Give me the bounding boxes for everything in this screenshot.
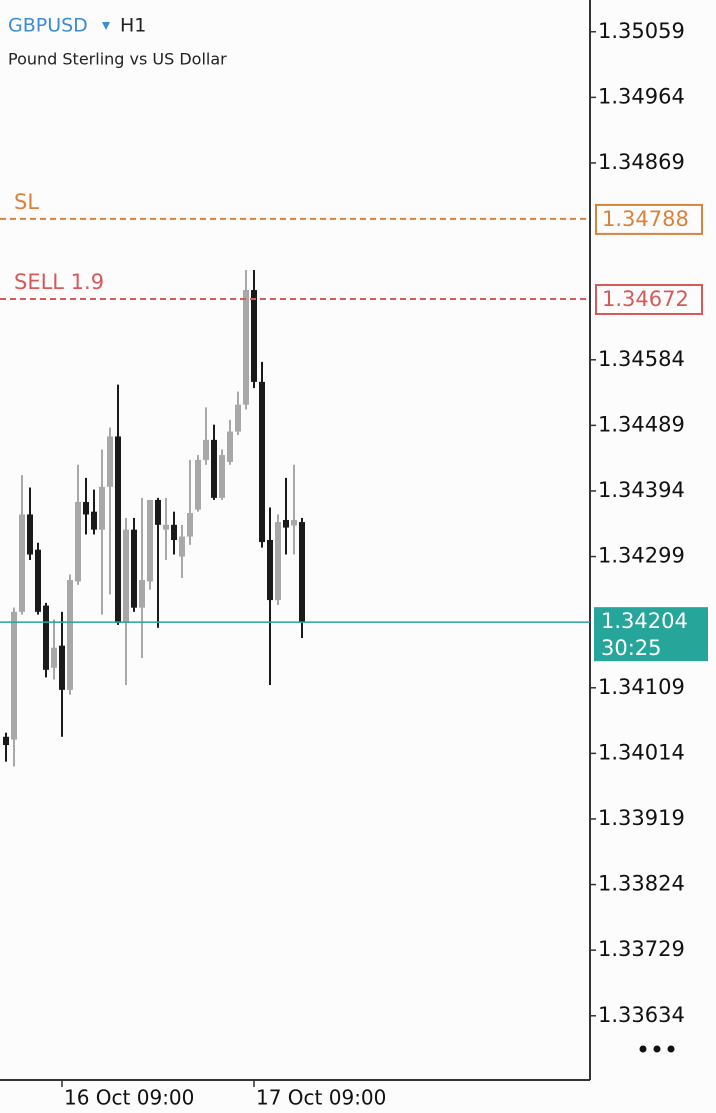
candle-body — [19, 514, 25, 612]
menu-dot[interactable] — [667, 1045, 675, 1053]
candle-body — [99, 486, 105, 530]
candle-body — [3, 736, 9, 746]
candle-body — [195, 459, 201, 510]
countdown: 30:25 — [601, 636, 662, 660]
candle-body — [123, 529, 129, 623]
candle-body — [171, 524, 177, 540]
y-tick-label: 1.34584 — [598, 347, 685, 371]
candle-body — [211, 439, 217, 498]
candle-body — [243, 290, 249, 405]
candle-body — [91, 511, 97, 530]
candle-body — [275, 522, 281, 601]
order-price-label: 1.34672 — [602, 287, 689, 311]
candle-body — [35, 549, 41, 612]
y-tick-label: 1.34109 — [598, 675, 685, 699]
candle-body — [299, 522, 305, 623]
y-tick-label: 1.33729 — [598, 937, 685, 961]
candle-body — [51, 647, 57, 668]
y-tick-label: 1.34299 — [598, 544, 685, 568]
candle-body — [227, 431, 233, 462]
y-tick-label: 1.33919 — [598, 806, 685, 830]
candle-body — [43, 605, 49, 670]
candle-body — [147, 499, 153, 582]
candle-body — [107, 436, 113, 487]
x-tick-label: 17 Oct 09:00 — [256, 1086, 386, 1110]
order-line-label: SELL 1.9 — [14, 270, 104, 294]
y-tick-label: 1.33824 — [598, 872, 685, 896]
x-tick-label: 16 Oct 09:00 — [64, 1086, 194, 1110]
candle-body — [259, 381, 265, 543]
candle-body — [219, 455, 225, 498]
candle-body — [67, 580, 73, 690]
candle-body — [11, 611, 17, 740]
menu-dot[interactable] — [653, 1045, 661, 1053]
candle-body — [115, 436, 121, 623]
y-tick-label: 1.34869 — [598, 150, 685, 174]
y-tick-label: 1.34394 — [598, 478, 685, 502]
y-tick-label: 1.34964 — [598, 84, 685, 108]
symbol-dropdown[interactable] — [102, 22, 110, 30]
candle-body — [139, 580, 145, 608]
candle-body — [187, 513, 193, 537]
y-tick-label: 1.34014 — [598, 740, 685, 764]
order-line-label: SL — [14, 190, 39, 214]
candle-body — [59, 645, 65, 690]
order-price-label: 1.34788 — [602, 207, 689, 231]
candle-body — [75, 502, 81, 582]
candle-body — [163, 524, 169, 530]
candle-body — [155, 499, 161, 525]
candle-body — [251, 290, 257, 382]
y-tick-label: 1.35059 — [598, 19, 685, 43]
candle-body — [203, 439, 209, 460]
current-price-box — [594, 607, 708, 662]
menu-dot[interactable] — [639, 1045, 647, 1053]
candle-body — [291, 519, 297, 526]
candle-body — [179, 536, 185, 557]
current-price-label: 1.34204 — [601, 609, 688, 633]
candle-body — [283, 519, 289, 528]
candle-body — [131, 529, 137, 608]
order-price-box — [595, 284, 703, 316]
candle-body — [235, 404, 241, 432]
candle-body — [267, 540, 273, 601]
candle-body — [83, 502, 89, 515]
y-tick-label: 1.33634 — [598, 1003, 685, 1027]
symbol[interactable]: GBPUSD — [8, 15, 88, 37]
order-price-box — [595, 203, 703, 235]
candle-body — [27, 514, 33, 555]
y-tick-label: 1.34489 — [598, 412, 685, 436]
description: Pound Sterling vs US Dollar — [8, 50, 227, 69]
timeframe[interactable]: H1 — [120, 15, 146, 37]
